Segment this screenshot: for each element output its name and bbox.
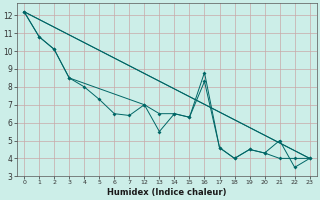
X-axis label: Humidex (Indice chaleur): Humidex (Indice chaleur) (107, 188, 227, 197)
